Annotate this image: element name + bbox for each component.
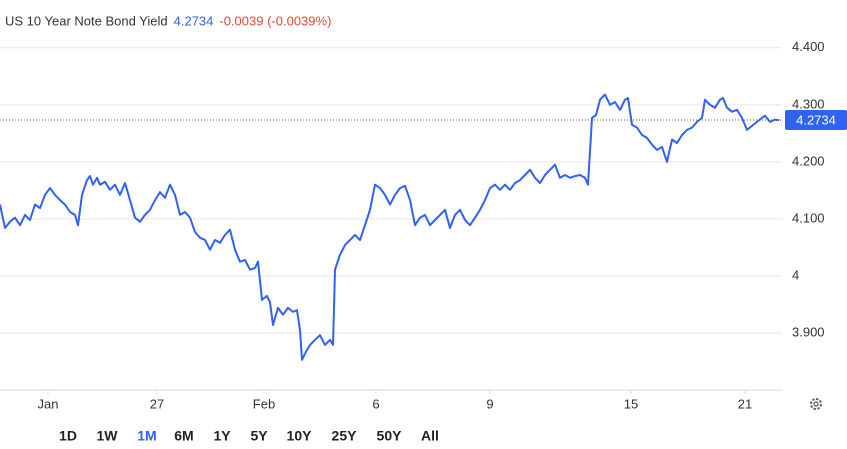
price-tag-label: 4.2734 [796,112,836,127]
range-button[interactable]: 6M [174,428,193,444]
x-tick-label: 27 [150,396,164,411]
x-tick-label: Jan [38,396,59,411]
x-tick-label: 6 [372,396,379,411]
x-tick-label: 21 [738,396,752,411]
y-tick-label: 4.100 [792,210,825,225]
settings-icon[interactable] [810,398,822,410]
range-button[interactable]: 50Y [377,428,403,444]
range-button[interactable]: 10Y [287,428,313,444]
x-tick-label: 9 [486,396,493,411]
range-button[interactable]: 1W [97,428,119,444]
chart-title: US 10 Year Note Bond Yield [5,13,168,28]
y-tick-label: 4 [792,267,799,282]
range-button[interactable]: 1Y [213,428,231,444]
range-button[interactable]: 5Y [250,428,268,444]
gear[interactable] [810,398,822,410]
range-button[interactable]: All [421,428,439,444]
x-tick-label: 15 [624,396,638,411]
y-tick-label: 4.300 [792,96,825,111]
y-tick-label: 3.900 [792,324,825,339]
price-tag [785,109,847,130]
header-price: 4.2734 [174,13,214,28]
yield-line [0,93,780,361]
gear-hub[interactable] [813,401,819,407]
header-change: -0.0039 (-0.0039%) [219,13,331,28]
range-button[interactable]: 1D [59,428,77,444]
range-button[interactable]: 25Y [332,428,358,444]
x-tick-label: Feb [253,396,275,411]
y-tick-label: 4.400 [792,39,825,54]
y-tick-label: 4.200 [792,153,825,168]
range-button[interactable]: 1M [137,428,156,444]
